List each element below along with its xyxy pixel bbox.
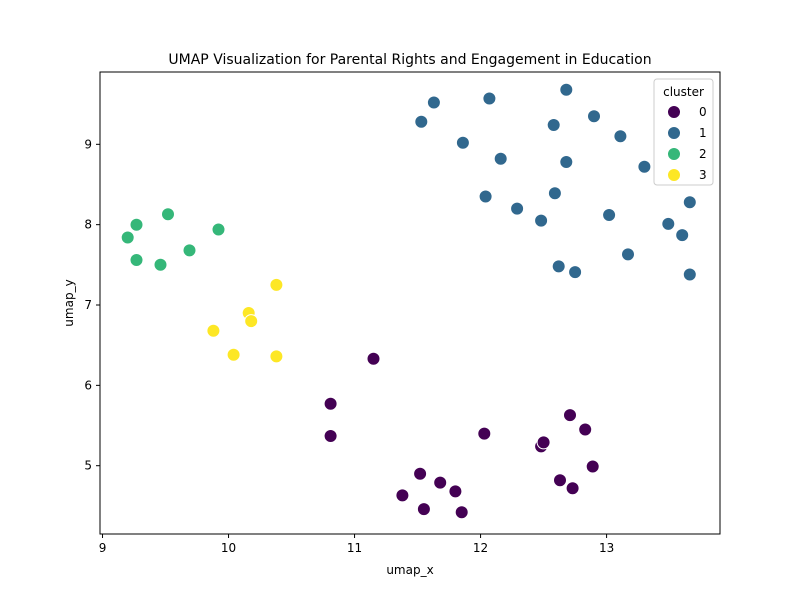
legend-marker-1 — [667, 126, 681, 140]
legend-label-2: 2 — [699, 147, 707, 161]
cluster-2-point-5 — [129, 253, 144, 267]
y-tick-label-2: 7 — [84, 298, 92, 312]
legend-marker-0 — [667, 105, 681, 119]
cluster-1-point-3 — [414, 114, 429, 129]
cluster-1-point-5 — [587, 109, 601, 124]
y-tick-label-0: 5 — [84, 459, 92, 473]
cluster-0-point-2 — [323, 429, 338, 443]
cluster-1-point-12 — [547, 186, 562, 201]
cluster-2-point-1 — [129, 217, 144, 232]
cluster-1-point-11 — [478, 189, 493, 204]
cluster-0-point-11 — [413, 466, 428, 481]
x-tick-label-0: 9 — [99, 541, 107, 555]
cluster-0-point-7 — [536, 435, 551, 450]
x-axis: 9 10 11 12 13 — [99, 534, 614, 555]
cluster-2-point-6 — [153, 257, 168, 272]
cluster-3-point-4 — [226, 347, 241, 362]
legend: cluster 0 1 2 3 — [653, 78, 714, 186]
cluster-1-point-6 — [613, 129, 628, 144]
cluster-1-point-13 — [510, 201, 525, 216]
cluster-0-point-12 — [395, 488, 410, 503]
cluster-1-point-4 — [546, 118, 561, 132]
cluster-1-point-1 — [482, 91, 497, 106]
cluster-3-point-5 — [269, 349, 284, 364]
cluster-1-point-7 — [455, 135, 470, 150]
legend-marker-3 — [667, 168, 681, 182]
cluster-0-point-15 — [448, 484, 463, 499]
cluster-1-point-21 — [568, 265, 583, 280]
cluster-2-point-0 — [161, 207, 175, 222]
cluster-0-point-4 — [563, 408, 577, 423]
legend-label-0: 0 — [699, 105, 707, 119]
y-axis: 5 6 7 8 9 — [84, 137, 100, 473]
cluster-0-point-14 — [433, 475, 448, 490]
legend-label-3: 3 — [699, 168, 707, 182]
y-tick-label-3: 8 — [84, 218, 92, 232]
plot-area-frame — [99, 71, 721, 535]
x-tick-label-4: 13 — [599, 541, 614, 555]
cluster-1-point-22 — [682, 267, 697, 282]
cluster-0-point-3 — [477, 426, 492, 441]
cluster-1-point-2 — [559, 82, 574, 97]
cluster-1-point-15 — [602, 208, 617, 222]
cluster-1-point-18 — [675, 228, 690, 243]
cluster-0-point-1 — [323, 396, 338, 411]
legend-title: cluster — [663, 85, 704, 99]
cluster-2-point-4 — [182, 243, 197, 258]
cluster-0-point-10 — [585, 459, 600, 474]
x-tick-label-2: 11 — [347, 541, 362, 555]
y-axis-label: umap_y — [62, 279, 76, 326]
y-tick-label-1: 6 — [84, 378, 92, 392]
cluster-2-point-3 — [211, 222, 226, 237]
x-tick-label-3: 12 — [473, 541, 488, 555]
cluster-3-point-0 — [269, 277, 284, 292]
cluster-0-point-9 — [565, 481, 580, 496]
cluster-0-point-16 — [454, 505, 469, 520]
legend-marker-2 — [667, 147, 681, 161]
cluster-1-point-8 — [493, 151, 508, 166]
cluster-1-point-10 — [637, 159, 652, 174]
cluster-3-point-2 — [244, 314, 259, 329]
cluster-2-point-2 — [120, 230, 135, 245]
cluster-1-point-14 — [534, 213, 549, 228]
cluster-1-point-20 — [551, 259, 566, 274]
cluster-1-point-17 — [661, 216, 676, 231]
points-layer — [120, 82, 697, 520]
y-tick-label-4: 9 — [84, 137, 92, 151]
cluster-1-point-16 — [682, 195, 697, 210]
cluster-1-point-9 — [559, 155, 574, 169]
x-tick-label-1: 10 — [221, 541, 236, 555]
cluster-0-point-5 — [578, 422, 593, 437]
chart-title: UMAP Visualization for Parental Rights a… — [168, 52, 651, 68]
x-axis-label: umap_x — [386, 563, 433, 577]
cluster-0-point-8 — [553, 473, 567, 488]
cluster-0-point-0 — [366, 351, 381, 366]
cluster-1-point-19 — [621, 247, 635, 262]
legend-label-1: 1 — [699, 126, 707, 140]
cluster-0-point-13 — [416, 502, 431, 517]
cluster-3-point-3 — [206, 323, 221, 338]
cluster-1-point-0 — [426, 95, 441, 110]
